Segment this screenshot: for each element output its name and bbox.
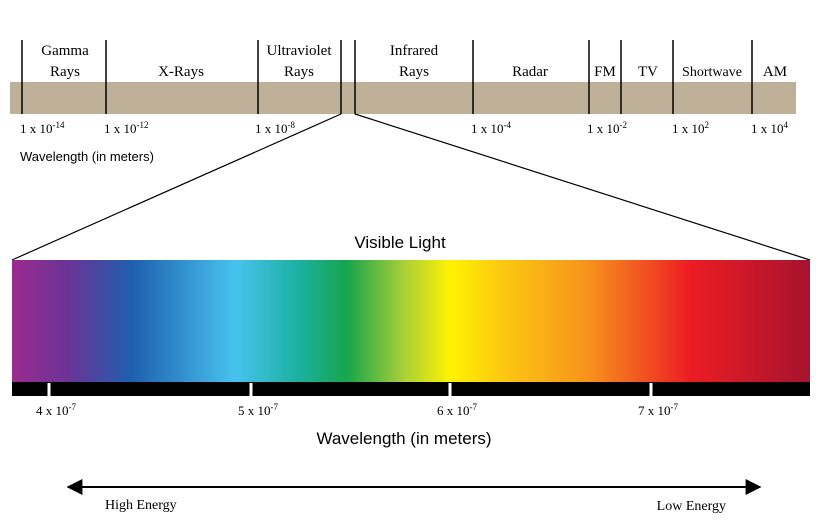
wavelength-label: 1 x 104 bbox=[751, 120, 789, 136]
dividers bbox=[21, 40, 753, 114]
wavelength-label-base: 1 x 10 bbox=[20, 121, 53, 136]
band-label: X-Rays bbox=[158, 64, 204, 80]
wavelength-label: 1 x 10-8 bbox=[255, 120, 295, 136]
band-label: Ultraviolet bbox=[267, 43, 333, 59]
visible-tick-label-base: 7 x 10 bbox=[638, 403, 671, 418]
zoom-line bbox=[354, 113, 811, 261]
wavelength-label: 1 x 102 bbox=[672, 120, 709, 136]
visible-tick-label-exp: -7 bbox=[69, 402, 77, 412]
band-label: Rays bbox=[399, 64, 429, 80]
visible-tick-label: 5 x 10-7 bbox=[238, 402, 278, 418]
wavelength-label-exp: -2 bbox=[620, 120, 628, 130]
visible-tick-label: 7 x 10-7 bbox=[638, 402, 678, 418]
wavelength-label: 1 x 10-4 bbox=[471, 120, 511, 136]
band-label: Rays bbox=[284, 64, 314, 80]
visible-tick-label-base: 4 x 10 bbox=[36, 403, 69, 418]
visible-tick-label: 4 x 10-7 bbox=[36, 402, 76, 418]
spectrum-bar bbox=[10, 82, 796, 114]
zoom-line bbox=[11, 113, 342, 261]
wavelength-label-exp: -8 bbox=[288, 120, 296, 130]
wavelength-label-base: 1 x 10 bbox=[587, 121, 620, 136]
band-label: FM bbox=[594, 64, 616, 80]
band-label: Radar bbox=[512, 64, 548, 80]
low-energy: Low Energy bbox=[657, 499, 726, 514]
visible-tick-label-base: 5 x 10 bbox=[238, 403, 271, 418]
wavelength-label-exp: -4 bbox=[504, 120, 512, 130]
band-label: AM bbox=[763, 64, 787, 80]
visible-gradient bbox=[12, 260, 810, 382]
visible-ticks: 4 x 10-7 5 x 10-7 6 x 10-7 7 x 10-7 bbox=[36, 383, 678, 418]
visible-tick-label-base: 6 x 10 bbox=[437, 403, 470, 418]
wavelength-label: 1 x 10-14 bbox=[20, 120, 65, 136]
visible-scale bbox=[12, 382, 810, 396]
wavelength-label-base: 1 x 10 bbox=[751, 121, 784, 136]
wavelength-label-exp: -14 bbox=[53, 120, 65, 130]
band-label: Infrared bbox=[390, 43, 439, 59]
wavelength-label-base: 1 x 10 bbox=[255, 121, 288, 136]
high-energy: High Energy bbox=[105, 498, 177, 513]
visible-title: Visible Light bbox=[354, 233, 446, 252]
wavelength-label-exp: -12 bbox=[137, 120, 149, 130]
band-label: Shortwave bbox=[682, 65, 742, 80]
visible-tick-label-exp: -7 bbox=[470, 402, 478, 412]
band-label: TV bbox=[638, 64, 658, 80]
wavelength-label-base: 1 x 10 bbox=[672, 121, 705, 136]
axis-label: Wavelength (in meters) bbox=[20, 149, 154, 164]
band-label: Rays bbox=[50, 64, 80, 80]
visible-tick-label-exp: -7 bbox=[671, 402, 679, 412]
wavelength-label: 1 x 10-12 bbox=[104, 120, 149, 136]
wavelength-labels: 1 x 10-14 1 x 10-12 1 x 10-8 1 x 10-4 1 x 10… bbox=[20, 120, 789, 136]
visible-tick-label: 6 x 10-7 bbox=[437, 402, 477, 418]
wavelength-label-exp: 2 bbox=[705, 120, 710, 130]
wavelength-label-base: 1 x 10 bbox=[104, 121, 137, 136]
visible-tick-label-exp: -7 bbox=[271, 402, 279, 412]
band-label: Gamma bbox=[41, 43, 89, 59]
wavelength-label-exp: 4 bbox=[784, 120, 789, 130]
visible-axis-label: Wavelength (in meters) bbox=[316, 429, 491, 448]
wavelength-label: 1 x 10-2 bbox=[587, 120, 627, 136]
wavelength-label-base: 1 x 10 bbox=[471, 121, 504, 136]
band-labels: Gamma Rays X-Rays Ultraviolet Rays Infrared Ra… bbox=[41, 43, 787, 80]
